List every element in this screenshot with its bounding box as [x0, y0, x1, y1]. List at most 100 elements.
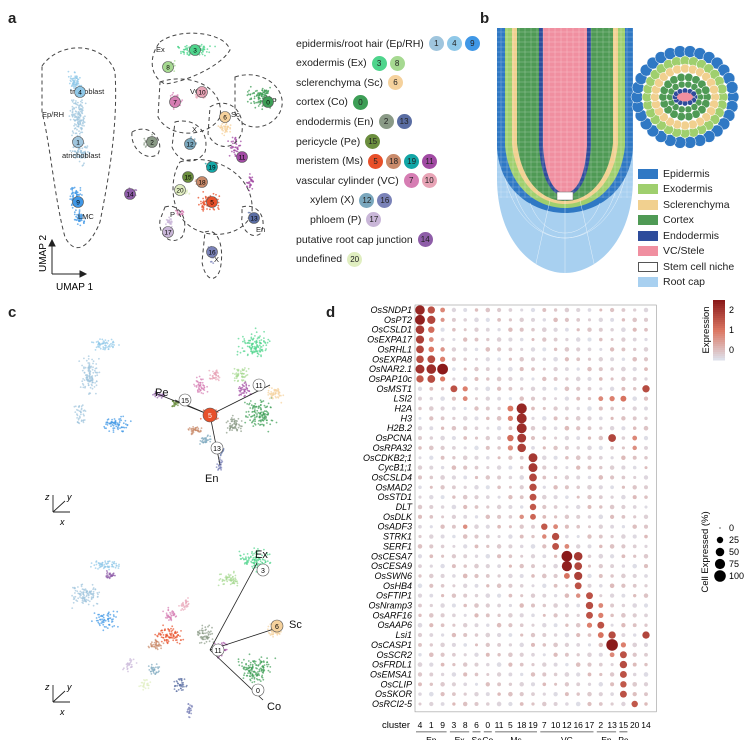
umap-point: [71, 130, 74, 133]
umap-point: [74, 192, 77, 195]
umap3d-point: [250, 333, 253, 336]
legend-row-3: cortex (Co) 0: [296, 94, 371, 110]
umap3d-point: [178, 605, 180, 607]
dot-OsCSLD1-c19: [531, 327, 535, 332]
dot-OsARF16-c14: [644, 613, 648, 618]
umap3d-point: [215, 369, 218, 372]
umap-point: [78, 213, 81, 215]
dot-OsSCR2-c8: [463, 653, 467, 657]
dot-OsRPA32-c8: [463, 446, 467, 450]
umap-point: [77, 123, 80, 126]
gene-label: H3: [400, 413, 412, 423]
dot-CycB1;1-c2: [599, 465, 603, 470]
dot-OsSCR2-c14: [644, 652, 648, 657]
umap-point: [77, 78, 80, 81]
umap3d-point: [244, 381, 247, 384]
umap3d-point: [191, 428, 194, 430]
umap-point: [70, 80, 72, 83]
umap-point: [68, 115, 71, 117]
dot-OsRPA32-c6: [474, 445, 479, 451]
dot-OsEMSA1-c8: [463, 672, 468, 677]
umap3d-point: [129, 659, 131, 662]
umap3d-point: [206, 385, 209, 388]
umap-point: [143, 137, 146, 140]
dot-OsCESA9-c1: [429, 564, 433, 568]
dot-OsEMSA1-c20: [632, 672, 637, 677]
gene-label: H2A: [394, 404, 412, 414]
umap3d-point: [251, 665, 254, 668]
umap3d-point: [275, 396, 277, 399]
umap-point: [80, 219, 83, 222]
umap3d-point: [97, 340, 99, 343]
gene-label: H2B.2: [387, 423, 412, 433]
umap3d-point: [260, 656, 263, 658]
umap-point: [212, 192, 215, 195]
dot-OsFTIP1-c7: [542, 593, 547, 598]
dot-LSI2-c0: [485, 396, 490, 401]
umap-point: [255, 101, 258, 104]
dot-OsAAP6-c16: [575, 622, 581, 628]
dot-H2A-c3: [452, 406, 456, 411]
umap-point: [69, 109, 72, 112]
dot-OsCSLD1-c17: [587, 327, 592, 332]
umap3d-point: [229, 422, 232, 425]
umap3d-point: [243, 674, 245, 677]
panel-letter-d: d: [326, 304, 336, 321]
umap3d-point: [113, 418, 116, 420]
umap3d-point: [112, 572, 115, 575]
umap3d-point: [266, 413, 268, 416]
umap-point: [249, 186, 252, 188]
umap-point: [77, 107, 80, 109]
dot-Lsi1-c4: [417, 632, 423, 638]
umap-point: [253, 97, 256, 100]
tissue-label: Cortex: [663, 214, 694, 227]
umap3d-point: [256, 409, 259, 412]
colorbar-title: Expression: [701, 307, 712, 354]
umap-point: [77, 219, 80, 222]
umap-point: [79, 123, 82, 126]
dot-OsSNDP1-c13: [609, 307, 615, 313]
umap3d-point: [170, 627, 172, 630]
dot-OsADF3-c0: [485, 524, 490, 529]
umap3d-point: [217, 584, 220, 587]
umap3d-point: [162, 634, 165, 636]
dot-OsCESA7-c3: [451, 554, 457, 559]
dot-OsNAR2.1-c4: [415, 364, 425, 374]
umap3d-point: [81, 364, 83, 367]
colorbar-segment: [713, 338, 725, 341]
dot-H2A-c9: [440, 406, 445, 411]
umap-point: [230, 140, 233, 143]
dot-OsSKOR-c7: [542, 692, 546, 696]
umap-point: [215, 193, 217, 196]
colorbar-segment: [713, 316, 725, 319]
dot-H3-c6: [474, 416, 479, 421]
dot-Lsi1-c0: [485, 632, 491, 638]
umap3d-point: [88, 362, 91, 364]
cluster-tick: 10: [551, 720, 561, 730]
umap3d-point: [253, 347, 256, 350]
dot-OsEMSA1-c15: [619, 671, 627, 678]
dot-Lsi1-c8: [463, 633, 468, 638]
umap-point: [77, 113, 80, 115]
dot-DLT-c9: [440, 505, 445, 509]
umap3d-point: [130, 663, 133, 666]
umap3d-point: [80, 585, 83, 588]
ring-stele: [677, 92, 693, 102]
umap3d-point: [244, 668, 247, 671]
dot-OsRHL1-c8: [463, 347, 468, 352]
dot-OsCASP1-c4: [418, 642, 422, 647]
dot-OsEXPA8-c6: [475, 357, 478, 361]
dot-OsRPA32-c14: [644, 445, 648, 450]
tissue-swatch: [638, 199, 658, 210]
umap-point: [181, 209, 184, 212]
dot-STRK1-c0: [485, 534, 490, 539]
umap3d-point: [246, 560, 249, 563]
umap-point: [73, 87, 76, 90]
umap3d-point: [200, 641, 203, 644]
dot-OsEXPA17-c11: [496, 337, 502, 342]
umap3d-point: [267, 430, 270, 433]
umap3d-point: [241, 425, 243, 428]
size-legend-dot: [716, 536, 724, 544]
stem-cell-niche: [556, 191, 574, 201]
umap3d-point: [115, 562, 117, 565]
